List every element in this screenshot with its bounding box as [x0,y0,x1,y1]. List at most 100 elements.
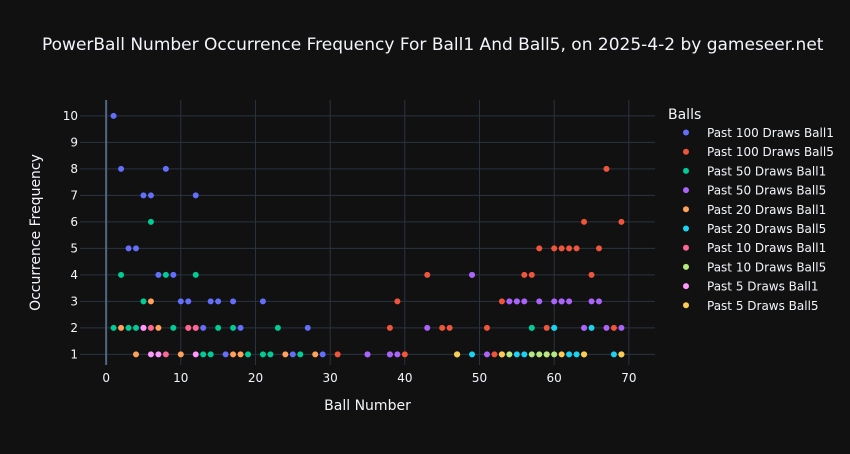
data-point[interactable] [528,351,535,358]
data-point[interactable] [230,351,237,358]
data-point[interactable] [581,351,588,358]
data-point[interactable] [424,324,431,331]
legend-item[interactable]: Past 20 Draws Ball5 [683,222,826,236]
data-point[interactable] [581,218,588,225]
data-point[interactable] [162,165,169,172]
data-point[interactable] [319,351,326,358]
data-point[interactable] [543,351,550,358]
data-point[interactable] [230,298,237,305]
data-point[interactable] [566,245,573,252]
data-point[interactable] [133,245,140,252]
data-point[interactable] [185,298,192,305]
data-point[interactable] [245,351,252,358]
data-point[interactable] [573,351,580,358]
data-point[interactable] [401,351,408,358]
data-point[interactable] [469,271,476,278]
data-point[interactable] [170,271,177,278]
data-point[interactable] [558,351,565,358]
data-point[interactable] [573,245,580,252]
data-point[interactable] [207,298,214,305]
data-point[interactable] [118,271,125,278]
data-point[interactable] [259,351,266,358]
data-point[interactable] [289,351,296,358]
data-point[interactable] [603,324,610,331]
data-point[interactable] [483,324,490,331]
legend-item[interactable]: Past 50 Draws Ball1 [683,164,826,178]
data-point[interactable] [140,298,147,305]
legend-item[interactable]: Past 10 Draws Ball5 [683,260,826,274]
data-point[interactable] [155,324,162,331]
data-point[interactable] [304,324,311,331]
data-point[interactable] [588,324,595,331]
data-point[interactable] [133,324,140,331]
data-point[interactable] [513,351,520,358]
data-point[interactable] [469,351,476,358]
data-point[interactable] [140,192,147,199]
data-point[interactable] [588,271,595,278]
data-point[interactable] [177,298,184,305]
data-point[interactable] [334,351,341,358]
data-point[interactable] [551,245,558,252]
data-point[interactable] [498,351,505,358]
data-point[interactable] [162,271,169,278]
data-point[interactable] [454,351,461,358]
data-point[interactable] [162,351,169,358]
data-point[interactable] [566,298,573,305]
data-point[interactable] [192,351,199,358]
data-point[interactable] [312,351,319,358]
data-point[interactable] [536,351,543,358]
data-point[interactable] [506,351,513,358]
data-point[interactable] [364,351,371,358]
data-point[interactable] [192,324,199,331]
data-point[interactable] [618,351,625,358]
data-point[interactable] [506,298,513,305]
data-point[interactable] [118,165,125,172]
data-point[interactable] [521,271,528,278]
data-point[interactable] [155,271,162,278]
data-point[interactable] [147,192,154,199]
data-point[interactable] [200,324,207,331]
data-point[interactable] [521,298,528,305]
data-point[interactable] [386,351,393,358]
data-point[interactable] [207,351,214,358]
data-point[interactable] [536,245,543,252]
data-point[interactable] [230,324,237,331]
legend-item[interactable]: Past 5 Draws Ball1 [683,280,819,294]
data-point[interactable] [424,271,431,278]
data-point[interactable] [558,245,565,252]
data-point[interactable] [177,351,184,358]
legend-item[interactable]: Past 5 Draws Ball5 [683,299,819,313]
legend-item[interactable]: Past 20 Draws Ball1 [683,203,826,217]
data-point[interactable] [237,324,244,331]
legend-item[interactable]: Past 50 Draws Ball5 [683,184,826,198]
data-point[interactable] [551,351,558,358]
data-point[interactable] [491,351,498,358]
data-point[interactable] [192,192,199,199]
data-point[interactable] [215,324,222,331]
data-point[interactable] [185,324,192,331]
data-point[interactable] [566,351,573,358]
data-point[interactable] [297,351,304,358]
data-point[interactable] [394,298,401,305]
data-point[interactable] [215,298,222,305]
data-point[interactable] [274,324,281,331]
data-point[interactable] [147,218,154,225]
data-point[interactable] [551,324,558,331]
data-point[interactable] [140,324,147,331]
data-point[interactable] [543,324,550,331]
data-point[interactable] [581,324,588,331]
data-point[interactable] [147,351,154,358]
data-point[interactable] [618,324,625,331]
data-point[interactable] [259,298,266,305]
data-point[interactable] [394,351,401,358]
data-point[interactable] [155,351,162,358]
data-point[interactable] [192,271,199,278]
data-point[interactable] [446,324,453,331]
data-point[interactable] [125,245,132,252]
data-point[interactable] [133,351,140,358]
data-point[interactable] [618,218,625,225]
data-point[interactable] [521,351,528,358]
data-point[interactable] [386,324,393,331]
data-point[interactable] [528,271,535,278]
data-point[interactable] [610,351,617,358]
